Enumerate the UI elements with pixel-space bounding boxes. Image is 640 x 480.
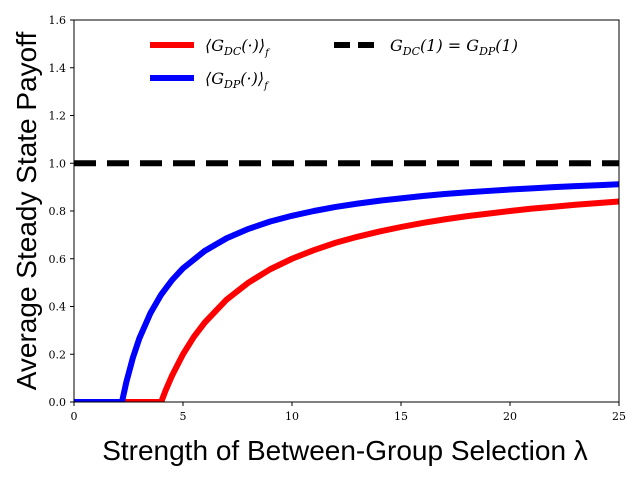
- y-tick-label: 1.2: [49, 110, 67, 123]
- legend-label-dp: ⟨GDP(·)⟩f: [205, 69, 270, 92]
- y-tick-label: 1.0: [49, 157, 67, 170]
- x-tick-label: 15: [394, 410, 408, 423]
- legend-label-dc: ⟨GDC(·)⟩f: [205, 36, 271, 59]
- y-tick-label: 0.0: [49, 396, 67, 409]
- x-tick-label: 20: [503, 410, 517, 423]
- x-tick-label: 5: [180, 410, 187, 423]
- x-tick-label: 10: [285, 410, 299, 423]
- series-line-1: [74, 181, 619, 402]
- x-axis-label: Strength of Between-Group Selection λ: [102, 435, 588, 466]
- y-tick-label: 1.4: [49, 62, 67, 75]
- series-layer: [74, 160, 619, 402]
- x-tick-label: 25: [612, 410, 626, 423]
- x-tick-label: 0: [71, 410, 78, 423]
- y-tick-label: 0.2: [49, 348, 67, 361]
- legend-label-reference: GDC(1) = GDP(1): [390, 36, 518, 58]
- y-tick-label: 0.8: [49, 205, 67, 218]
- y-axis-label: Average Steady State Payoff: [11, 32, 42, 391]
- series-line-0: [74, 198, 619, 402]
- y-tick-label: 1.6: [49, 14, 67, 27]
- y-tick-label: 0.4: [49, 301, 67, 314]
- y-tick-label: 0.6: [49, 253, 67, 266]
- legend: ⟨GDC(·)⟩f ⟨GDP(·)⟩f GDC(1) = GDP(1): [150, 36, 518, 92]
- ticks-layer: 0 5 10 15 20 25 0.0 0.2 0.4 0.6 0.8 1.0 1.2 1.4 1.6: [49, 14, 627, 423]
